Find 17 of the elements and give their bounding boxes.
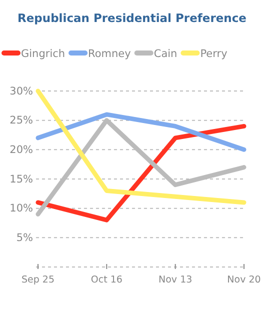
line-series (36, 88, 246, 205)
y-tick-label: 10% (10, 202, 34, 215)
y-tick-label: 20% (10, 144, 34, 156)
y-tick-label: 30% (10, 85, 34, 98)
legend-label: Romney (88, 48, 131, 60)
legend-label: Cain (154, 48, 178, 60)
x-tick-label: Nov 20 (227, 274, 261, 286)
chart-title: Republican Presidential Preference (18, 11, 247, 25)
y-tick-label: 5% (16, 232, 34, 244)
line-series (36, 112, 246, 152)
y-tick-label: 25% (10, 114, 34, 127)
x-tick-label: Nov 13 (158, 274, 192, 286)
x-tick-label: Oct 16 (90, 274, 122, 286)
legend-label: Gingrich (21, 48, 66, 60)
y-tick-label: 15% (10, 173, 34, 186)
x-tick-label: Sep 25 (21, 274, 55, 286)
legend-label: Perry (200, 48, 228, 60)
